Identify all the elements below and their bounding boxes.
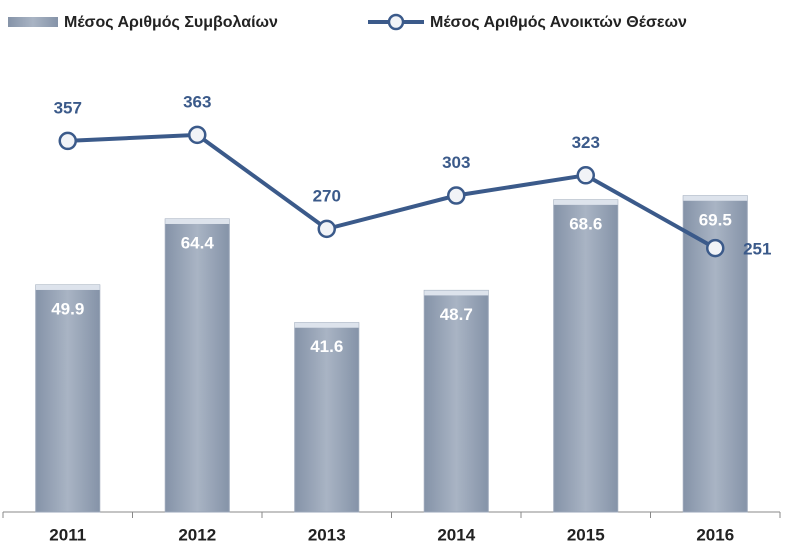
line-value-label: 251 [743, 240, 771, 259]
legend-marker [387, 13, 405, 31]
bar [294, 322, 360, 513]
x-tick-label: 2012 [178, 525, 216, 544]
line-value-label: 270 [313, 186, 341, 205]
legend-label: Μέσος Αριθμός Ανοικτών Θέσεων [430, 14, 687, 31]
bar [423, 289, 489, 513]
bar-value-label: 41.6 [310, 337, 343, 356]
bar-value-label: 48.7 [440, 305, 473, 324]
legend-swatch [8, 17, 58, 27]
bar-cap [35, 284, 100, 290]
line-value-label: 357 [54, 98, 82, 117]
x-tick-label: 2016 [696, 525, 734, 544]
bar [35, 284, 101, 513]
line-marker [188, 125, 207, 145]
bar-cap [294, 322, 359, 328]
x-tick-label: 2014 [437, 525, 475, 544]
bar-cap [424, 290, 489, 296]
line [67, 132, 717, 250]
x-tick-label: 2015 [567, 525, 605, 544]
line-marker [447, 186, 466, 205]
line-marker [576, 166, 595, 185]
line-value-label: 363 [183, 92, 211, 111]
line-marker [58, 131, 77, 151]
line-marker [317, 219, 336, 239]
bar-cap [683, 195, 748, 201]
bar-value-label: 64.4 [181, 233, 215, 252]
bar-value-label: 69.5 [699, 210, 732, 229]
line-marker [706, 238, 725, 258]
bar-cap [165, 218, 230, 224]
x-tick-label: 2011 [49, 525, 86, 544]
line-value-label: 323 [572, 133, 600, 152]
x-tick-label: 2013 [308, 525, 346, 544]
bar-value-label: 68.6 [569, 214, 602, 233]
bar-value-label: 49.9 [51, 299, 84, 318]
bar [164, 218, 230, 513]
bar [553, 199, 619, 513]
legend-label: Μέσος Αριθμός Συμβολαίων [64, 14, 278, 31]
bar-cap [553, 199, 618, 205]
line-value-label: 303 [442, 153, 470, 172]
